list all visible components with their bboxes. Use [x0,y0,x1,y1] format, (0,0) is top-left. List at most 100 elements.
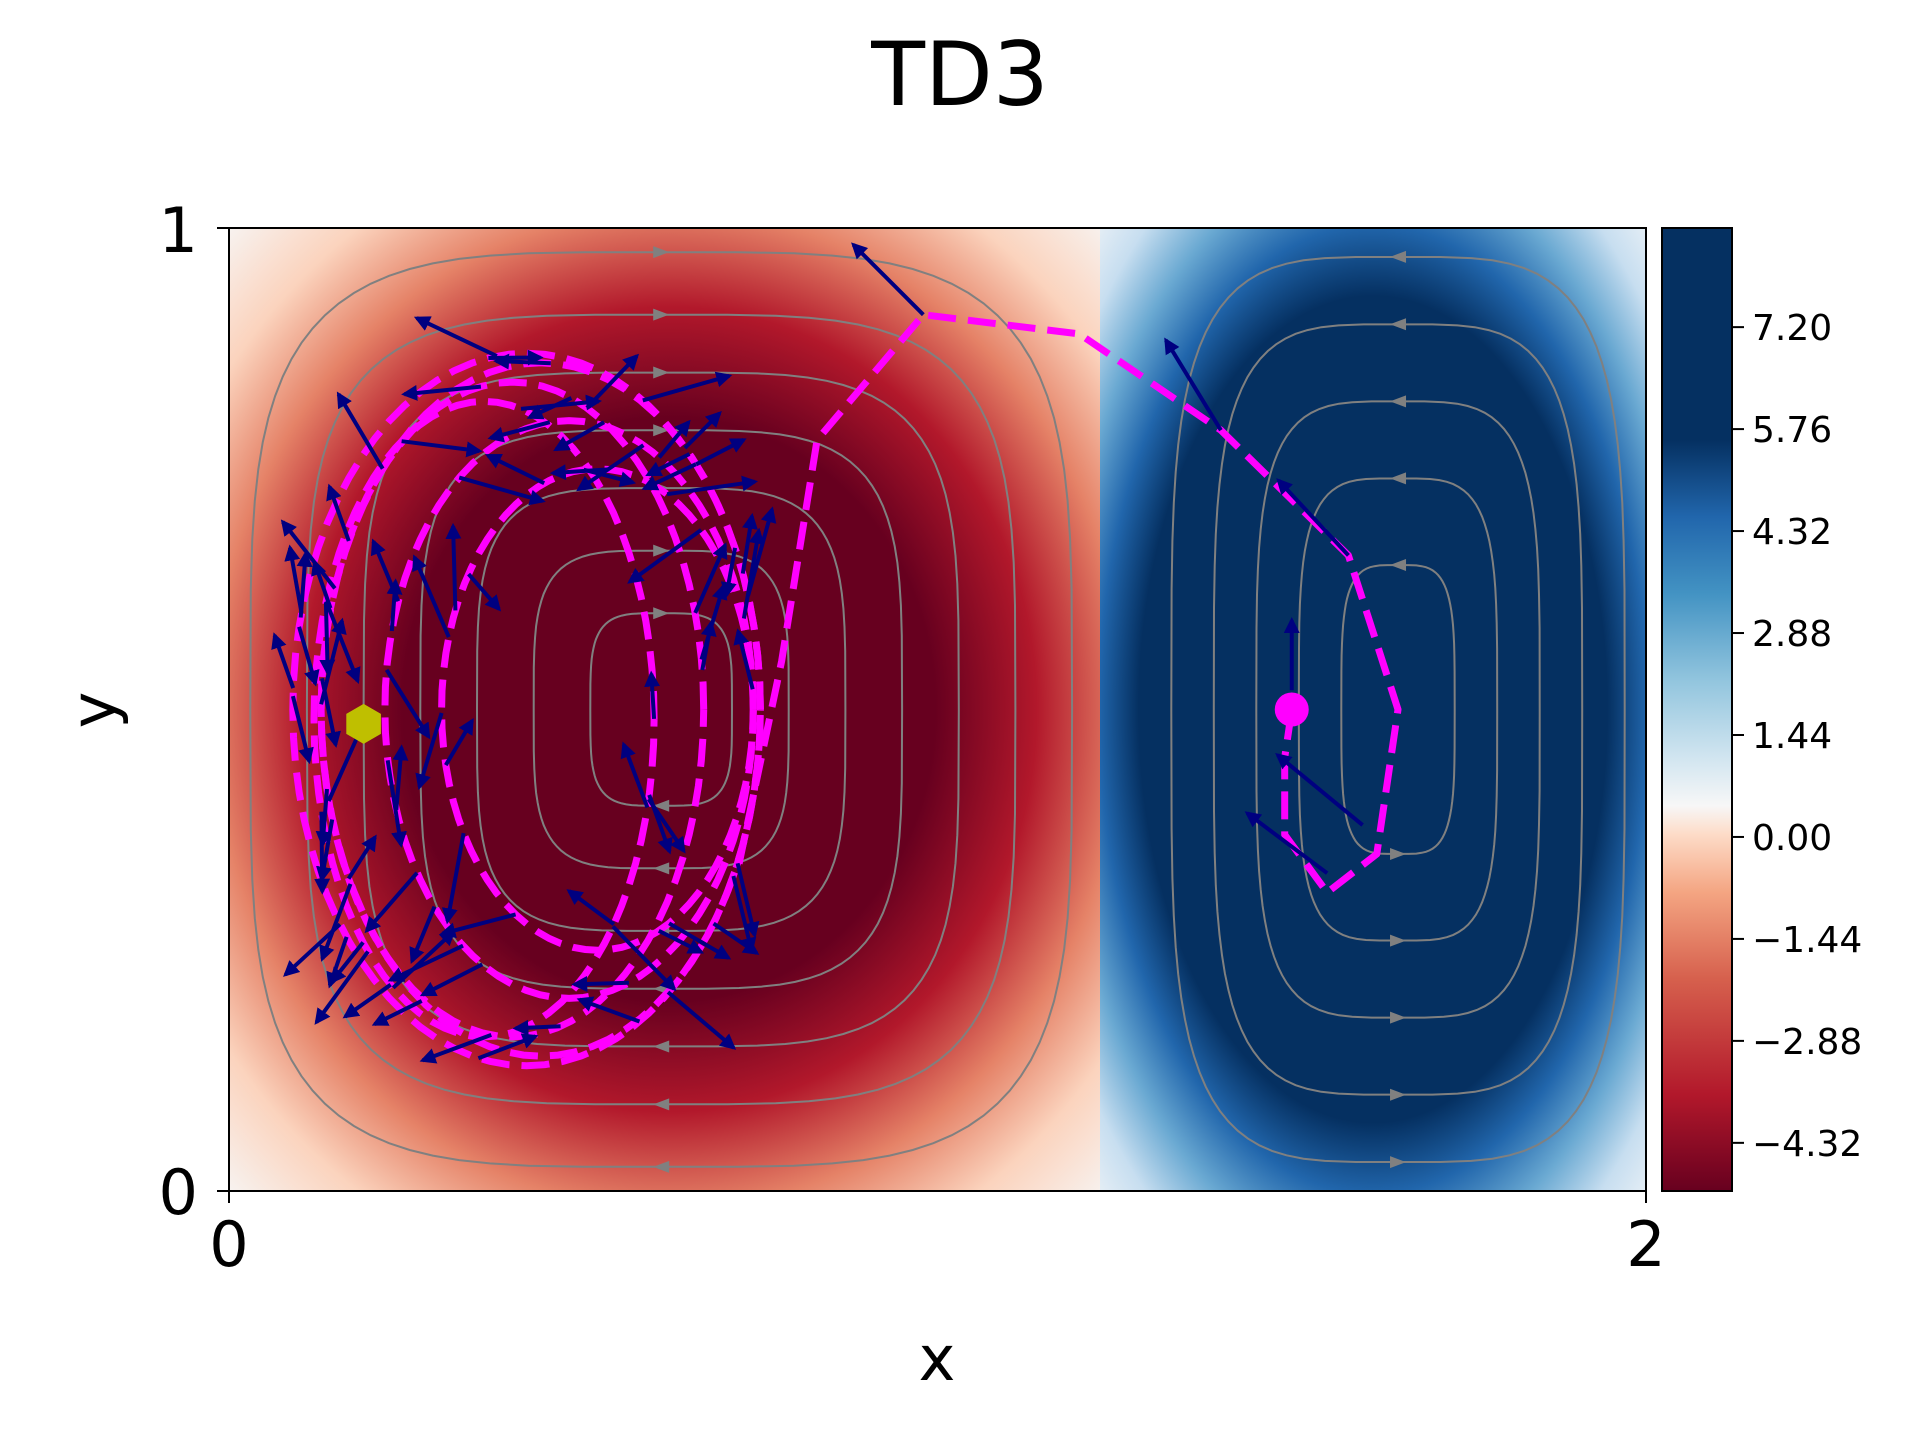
action-arrow [314,950,370,1025]
action-arrow [731,875,757,954]
y-tick-label-1: 1 [159,194,198,267]
action-arrow [735,862,760,939]
action-arrow [371,999,423,1026]
action-arrow [583,467,637,488]
action-arrow [620,741,650,809]
action-arrow [576,443,645,492]
action-arrow [316,819,335,883]
action-arrow [512,1019,561,1036]
action-arrow [290,695,314,765]
colorbar-tick-label: 2.88 [1752,614,1832,655]
action-arrow [296,550,313,618]
action-arrow [851,242,925,317]
action-arrow [409,905,437,964]
streamline-arrowhead [1390,1011,1407,1024]
action-arrow [387,943,464,982]
action-arrow [319,602,336,676]
y-axis-label: y [57,692,130,729]
action-arrow [700,619,717,671]
streamline-arrowhead [1390,1156,1407,1169]
action-arrow [324,600,361,684]
action-arrow [419,1033,492,1064]
action-arrow [571,976,629,993]
action-arrow [493,353,551,370]
action-arrow [657,419,691,459]
streamline-arrowhead [1390,250,1407,263]
streamline-arrowhead [1390,934,1407,947]
chart-title: TD3 [870,23,1049,126]
streamline [475,487,847,932]
colorbar-tick-label: 0.00 [1752,818,1832,859]
action-arrow [441,832,466,925]
action-arrow [666,990,737,1050]
action-arrow [271,632,296,689]
streamline [249,251,1074,1168]
action-arrow [392,744,409,810]
colorbar-tick-label: 4.32 [1752,512,1832,553]
action-arrow [549,464,609,481]
action-arrow [695,438,747,467]
colorbar-tick-label: 1.44 [1752,716,1832,757]
action-arrow [645,452,691,477]
action-arrow [401,439,483,458]
action-arrow [1164,337,1223,432]
action-arrow [444,718,474,767]
action-arrow [439,912,517,939]
x-tick-label-0: 0 [209,1208,248,1281]
action-arrow [458,475,546,506]
action-arrow [283,922,342,977]
action-arrow [585,353,640,410]
action-arrow [386,578,403,632]
markers [346,692,1309,744]
colorbar-tick-label: −4.32 [1752,1124,1862,1165]
action-arrow [477,1033,539,1061]
plot-frame [228,227,1647,1192]
action-arrow [342,983,392,1019]
action-arrow [419,962,484,997]
streamline-arrowhead [653,308,670,321]
action-arrow [553,420,606,452]
action-arrow [741,527,765,619]
action-arrow [320,677,341,748]
streamline [1212,323,1584,1096]
action-arrow [415,712,444,791]
action-arrow [346,834,377,880]
streamline [419,429,904,990]
action-arrow [319,883,353,962]
action-arrow [526,396,573,420]
action-arrow [611,925,677,992]
action-arrow [315,788,332,848]
action-arrow [488,349,544,366]
action-arrow [666,475,759,497]
colorbar-tick-label: 7.20 [1752,308,1832,349]
colorbar: 7.20 5.76 4.32 2.88 1.44 0.00 −1.44 −2.88 −4.32 [1661,227,1862,1192]
action-arrow [1244,811,1329,875]
plot-area [229,228,1646,1191]
streamline-arrowhead [653,607,670,620]
streamline-arrowhead [653,424,670,437]
action-arrow [644,670,661,720]
action-arrow [384,668,431,740]
streamline [1255,400,1541,1019]
streamline [305,313,1017,1106]
axis-ticks: 0 2 0 1 [159,194,1666,1281]
streamline-arrowhead [653,544,670,557]
streamline [1340,564,1456,855]
trajectory-loop [317,359,764,1060]
action-arrow [1276,478,1350,557]
action-arrow [401,384,482,401]
streamline-arrowhead [1390,395,1407,408]
action-arrow [336,391,385,470]
action-arrow [467,572,502,612]
action-arrow [485,453,546,485]
action-arrow [740,512,758,574]
action-arrow [641,462,697,491]
streamline-arrowhead [653,246,670,259]
streamline-arrowhead [653,1098,670,1111]
colorbar-tick-label: −1.44 [1752,920,1862,961]
streamline-arrowhead [1390,559,1407,572]
streamline-arrowhead [1390,847,1407,860]
action-arrow [627,528,703,584]
colorbar-tick-label: −2.88 [1752,1022,1862,1063]
action-arrow [647,794,673,855]
